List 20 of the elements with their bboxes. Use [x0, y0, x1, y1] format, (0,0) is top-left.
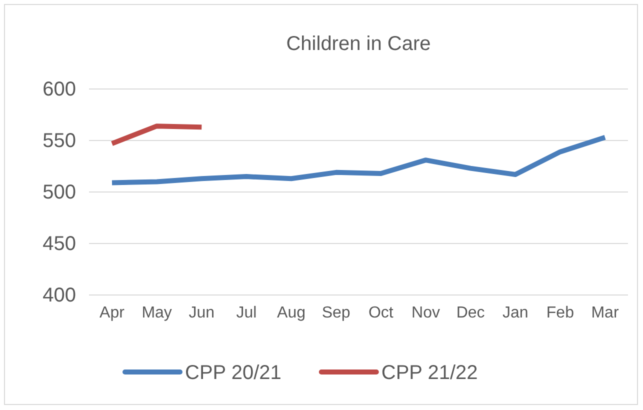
y-tick-label: 600: [42, 78, 76, 100]
x-tick-label: Jul: [236, 304, 257, 322]
y-tick-label: 450: [42, 232, 76, 255]
x-tick-label: Oct: [368, 304, 394, 322]
x-tick-label: Sep: [322, 304, 350, 322]
legend-label: CPP 21/22: [381, 362, 478, 384]
x-tick-label: Jan: [502, 304, 528, 322]
y-tick-label: 500: [42, 181, 76, 204]
x-tick-label: May: [142, 304, 172, 322]
x-tick-label: Feb: [546, 304, 574, 322]
x-tick-label: Nov: [412, 304, 440, 322]
y-tick-label: 400: [42, 284, 76, 306]
x-tick-label: Mar: [591, 304, 620, 322]
x-tick-label: Dec: [456, 304, 485, 322]
x-tick-label: Apr: [100, 304, 126, 322]
x-tick-label: Aug: [277, 304, 306, 322]
chart-title: Children in Care: [286, 33, 431, 55]
x-tick-label: Jun: [188, 304, 215, 322]
y-tick-label: 550: [42, 130, 76, 152]
legend-label: CPP 20/21: [185, 362, 282, 384]
